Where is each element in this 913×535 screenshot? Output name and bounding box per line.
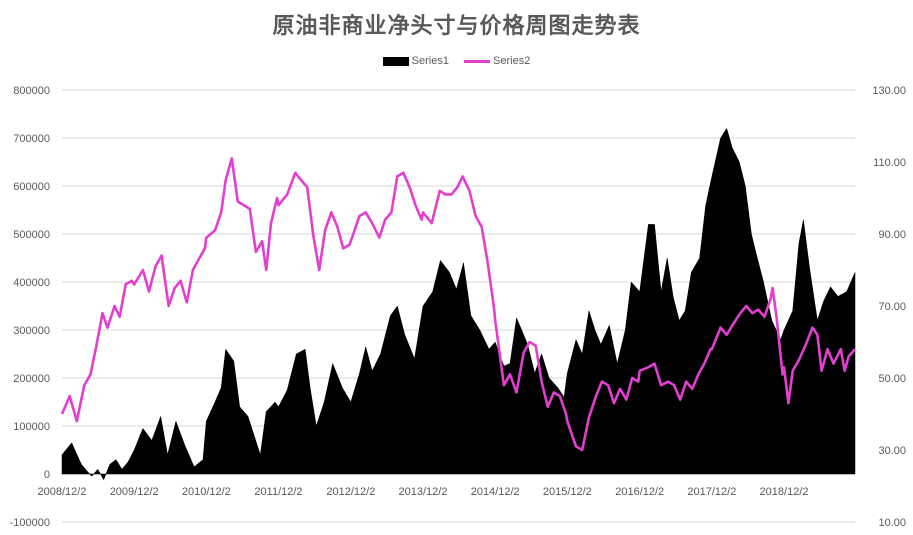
x-tick-10: 2018/12/2 — [760, 486, 809, 498]
x-tick-9: 2017/12/2 — [687, 486, 736, 498]
y-left-tick-1: 0 — [44, 469, 50, 481]
y-right-tick-3: 70.00 — [878, 301, 906, 313]
y-left-tick-9: 800000 — [13, 85, 50, 97]
y-right-tick-1: 30.00 — [878, 445, 906, 457]
legend-swatch-series1 — [382, 56, 409, 66]
series1-area — [61, 127, 856, 481]
x-tick-3: 2011/12/2 — [254, 486, 302, 498]
y-left-tick-0: -100000 — [10, 517, 50, 529]
legend-label-series1: Series1 — [411, 55, 449, 68]
y-left-tick-labels: -100000 0 100000 200000 300000 400000 500000 60… — [10, 85, 50, 529]
y-left-tick-2: 100000 — [13, 421, 50, 433]
y-right-tick-4: 90.00 — [878, 229, 906, 241]
x-tick-6: 2014/12/2 — [471, 486, 520, 498]
x-tick-5: 2013/12/2 — [399, 486, 448, 498]
y-left-tick-4: 300000 — [13, 325, 50, 337]
y-left-tick-6: 500000 — [13, 229, 50, 241]
chart-title: 原油非商业净头寸与价格周图走势表 — [272, 13, 641, 39]
legend-swatch-series2 — [464, 59, 491, 63]
x-tick-8: 2016/12/2 — [615, 486, 664, 498]
x-tick-1: 2009/12/2 — [110, 486, 159, 498]
legend-item-series1[interactable]: Series1 — [382, 55, 449, 68]
y-right-tick-labels: 10.00 30.00 50.00 70.00 90.00 110.00 130.00 — [872, 85, 906, 529]
x-tick-2: 2010/12/2 — [182, 486, 231, 498]
y-left-tick-7: 600000 — [13, 181, 50, 193]
x-tick-labels: 2008/12/2 2009/12/2 2010/12/2 2011/12/2 2012… — [38, 486, 809, 498]
x-tick-0: 2008/12/2 — [38, 486, 87, 498]
y-left-tick-5: 400000 — [13, 277, 50, 289]
y-right-tick-2: 50.00 — [878, 373, 906, 385]
series2-line — [60, 157, 856, 452]
y-right-tick-6: 130.00 — [872, 85, 906, 97]
legend-label-series2: Series2 — [493, 55, 531, 68]
y-left-tick-8: 700000 — [13, 133, 50, 145]
x-tick-4: 2012/12/2 — [326, 486, 375, 498]
legend-item-series2[interactable]: Series2 — [464, 55, 530, 67]
y-right-tick-0: 10.00 — [878, 517, 906, 529]
x-tick-7: 2015/12/2 — [543, 486, 592, 498]
series-marks — [60, 127, 856, 481]
y-left-tick-3: 200000 — [13, 373, 50, 385]
y-right-tick-5: 110.00 — [873, 157, 906, 169]
legend: Series1 Series2 — [0, 55, 913, 67]
